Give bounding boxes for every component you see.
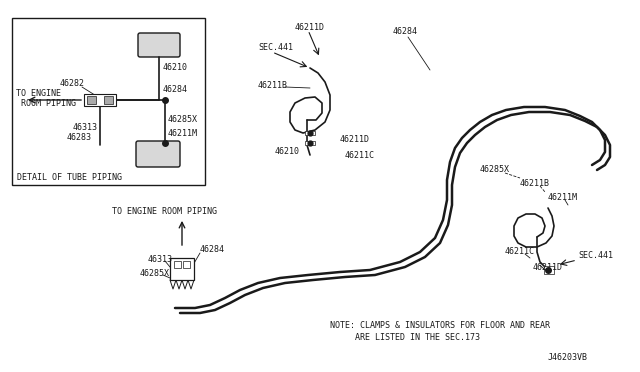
Text: 46210: 46210 [163,64,188,73]
Text: SEC.441: SEC.441 [578,251,613,260]
Text: 46211B: 46211B [258,80,288,90]
Bar [174,261,181,268]
Text: TO ENGINE ROOM PIPING: TO ENGINE ROOM PIPING [112,208,217,217]
Text: 46211C: 46211C [345,151,375,160]
Text: 46211B: 46211B [520,179,550,187]
Text: 46313: 46313 [148,256,173,264]
Text: J46203VB: J46203VB [548,353,588,362]
Text: 46285X: 46285X [140,269,170,279]
Text: 46284: 46284 [200,246,225,254]
Bar [104,96,113,104]
Text: 46211D: 46211D [533,263,563,273]
Text: 46284: 46284 [163,86,188,94]
Text: 46211C: 46211C [505,247,535,257]
Text: 46283: 46283 [67,134,92,142]
FancyBboxPatch shape [138,33,180,57]
FancyBboxPatch shape [136,141,180,167]
Text: SEC.441: SEC.441 [258,42,293,51]
Text: ARE LISTED IN THE SEC.173: ARE LISTED IN THE SEC.173 [330,333,480,341]
Bar [305,141,315,145]
Text: DETAIL OF TUBE PIPING: DETAIL OF TUBE PIPING [17,173,122,182]
Text: 46211M: 46211M [168,128,198,138]
Bar [170,258,194,280]
Bar [87,96,96,104]
Text: 46210: 46210 [275,148,300,157]
Text: 46285X: 46285X [168,115,198,125]
Text: 46285X: 46285X [480,166,510,174]
Text: 46284: 46284 [393,28,418,36]
Bar [544,266,554,274]
Text: 46211D: 46211D [340,135,370,144]
Text: ROOM PIPING: ROOM PIPING [16,99,76,108]
Text: 46211D: 46211D [295,22,325,32]
Text: NOTE: CLAMPS & INSULATORS FOR FLOOR AND REAR: NOTE: CLAMPS & INSULATORS FOR FLOOR AND … [330,321,550,330]
Text: 46282: 46282 [60,80,85,89]
Bar [305,131,315,135]
Bar [12,18,205,185]
Bar [84,94,116,106]
Text: TO ENGINE: TO ENGINE [16,90,61,99]
Text: 46313: 46313 [73,122,98,131]
Text: 46211M: 46211M [548,192,578,202]
Bar [183,261,190,268]
